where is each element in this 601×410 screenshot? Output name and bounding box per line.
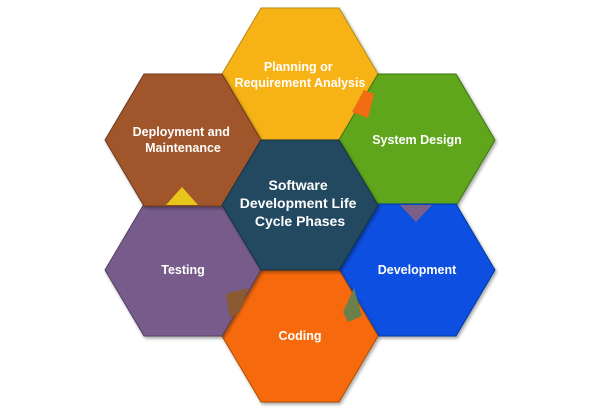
development-label: Development (378, 263, 457, 277)
deployment-hexagon: Deployment and Maintenance (104, 73, 262, 207)
development-label-line-1: Development (378, 263, 457, 277)
deployment-label: Deployment and Maintenance (133, 125, 234, 155)
center-title-line-3: Cycle Phases (255, 213, 345, 229)
testing-label: Testing (161, 263, 205, 277)
system-design-to-development-arrow-icon (400, 205, 432, 222)
planning-label: Planning or Requirement Analysis (235, 60, 366, 90)
center-hexagon: Software Development Life Cycle Phases (221, 139, 379, 271)
testing-to-deployment-arrow-icon (166, 187, 198, 205)
planning-label-line-2: Requirement Analysis (235, 76, 366, 90)
deployment-hexagon-shape (104, 73, 262, 207)
planning-hexagon: Planning or Requirement Analysis (221, 7, 379, 141)
coding-to-testing-arrow-icon (226, 288, 248, 318)
deployment-label-line-1: Deployment and (133, 125, 230, 139)
system-design-label: System Design (372, 133, 462, 147)
center-title-line-2: Development Life (240, 195, 357, 211)
coding-label: Coding (278, 329, 321, 343)
coding-label-line-1: Coding (278, 329, 321, 343)
center-hexagon-shape (221, 139, 379, 271)
planning-label-line-1: Planning or (264, 60, 333, 74)
deployment-label-line-2: Maintenance (145, 141, 221, 155)
system-design-label-line-1: System Design (372, 133, 462, 147)
testing-hexagon: Testing (104, 203, 262, 337)
planning-to-system-design-arrow-icon (352, 90, 374, 118)
testing-label-line-1: Testing (161, 263, 205, 277)
center-title: Software Development Life Cycle Phases (240, 177, 361, 229)
development-to-coding-arrow-icon (343, 288, 362, 322)
center-title-line-1: Software (268, 177, 327, 193)
